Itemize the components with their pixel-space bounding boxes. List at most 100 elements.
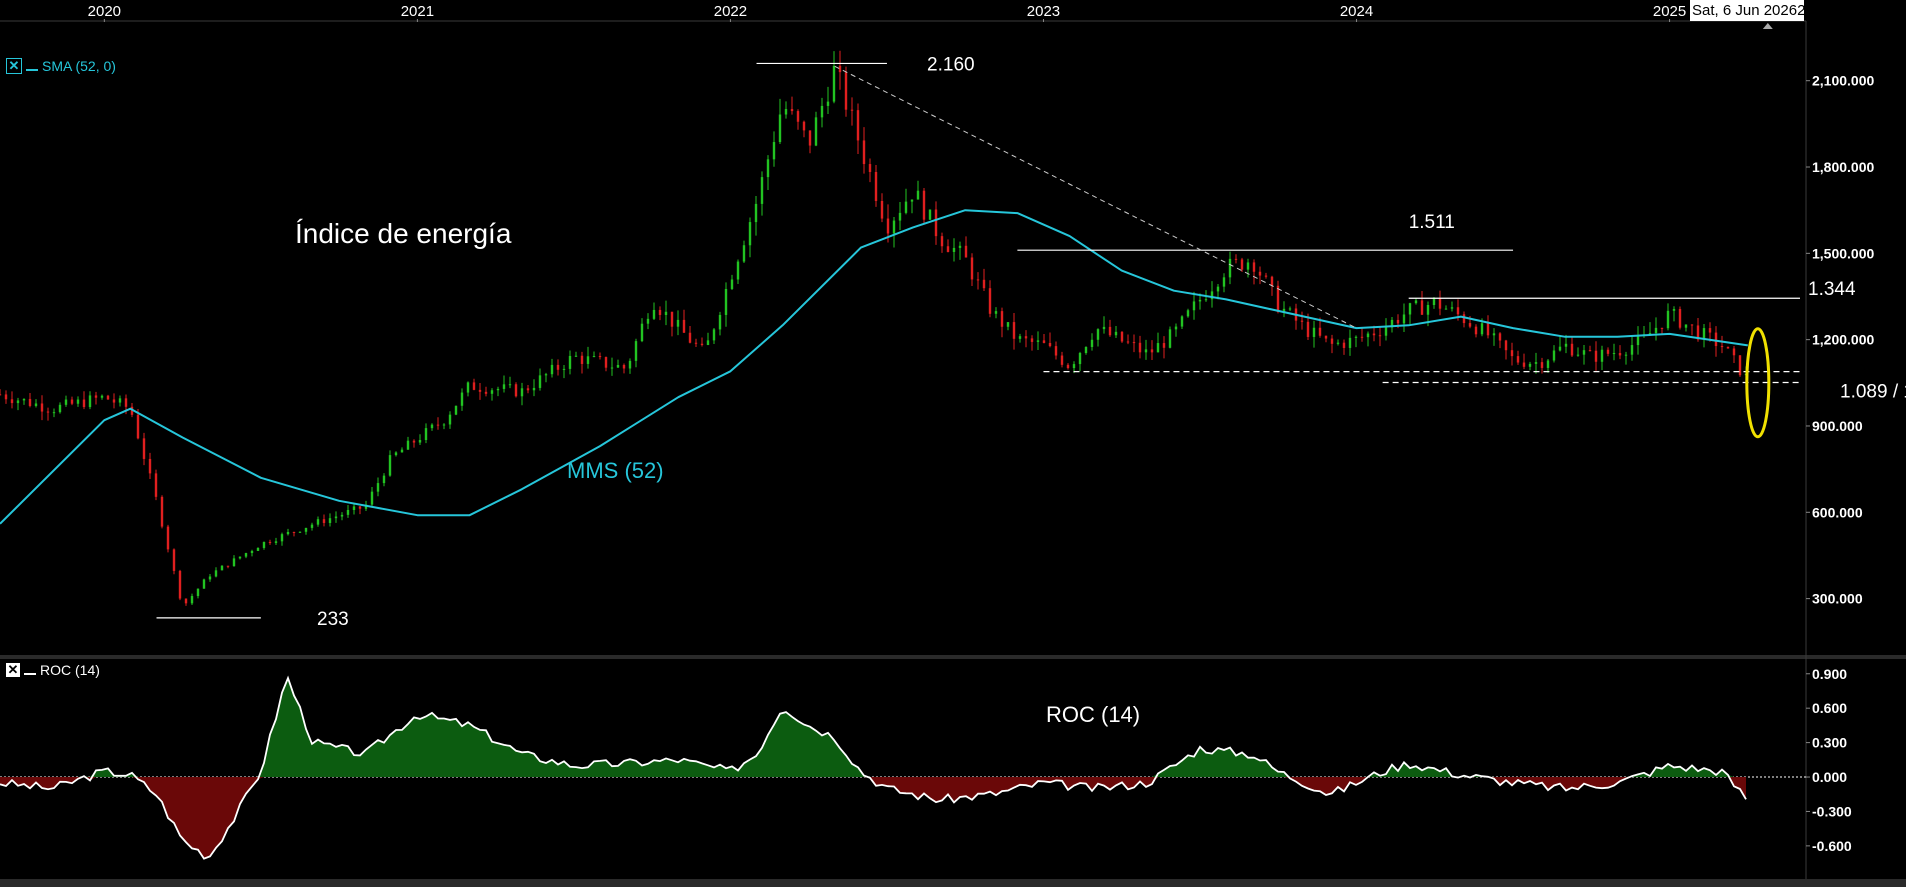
candle-body-up (202, 579, 206, 589)
candle-body-down (988, 288, 992, 314)
candle-body-down (856, 110, 860, 141)
candle-body-down (478, 389, 482, 392)
candle-body-up (1036, 340, 1040, 342)
candle-body-down (322, 519, 326, 523)
top-time-axis: 2020 2021 2022 2023 2024 2025 (0, 3, 1806, 22)
candle-body-up (544, 374, 548, 376)
candle-body-down (1708, 328, 1712, 333)
candle-body-up (1432, 298, 1436, 306)
candle-body-down (868, 164, 872, 172)
roc-swatch (24, 673, 36, 675)
candle-body-down (1012, 322, 1016, 339)
price-tick-label: 600.000 (1812, 504, 1863, 520)
candle-body-up (334, 516, 338, 519)
candle-body-up (754, 203, 758, 223)
candle-body-down (1126, 341, 1130, 343)
candle-body-up (904, 201, 908, 213)
candle-body-down (154, 473, 158, 497)
candle-body-up (652, 309, 656, 319)
candle-body-down (1318, 327, 1322, 336)
candle-body-up (34, 403, 38, 406)
roc-title: ROC (14) (1046, 702, 1140, 727)
candle-body-up (298, 531, 302, 533)
candle-body-up (1402, 314, 1406, 324)
candle-body-up (1684, 324, 1688, 328)
candle-body-up (376, 483, 380, 492)
candle-body-up (1564, 343, 1568, 347)
candle-body-up (706, 340, 710, 345)
candle-body-down (1342, 342, 1346, 348)
candle-body-down (1498, 333, 1502, 341)
candle-body-down (112, 399, 116, 403)
candle-body-up (304, 527, 308, 532)
candle-body-up (1408, 303, 1412, 315)
candle-body-down (1162, 343, 1166, 348)
candle-body-up (1480, 323, 1484, 335)
candle-body-up (1624, 354, 1628, 356)
year-tick-label: 2021 (401, 3, 434, 20)
candle-body-up (394, 452, 398, 456)
candle-body-down (130, 406, 134, 415)
candle-body-up (400, 449, 404, 453)
candle-body-down (4, 394, 8, 400)
candle-body-down (142, 438, 146, 459)
candle-body-up (64, 399, 68, 405)
candle-body-up (736, 261, 740, 280)
chart-title: Índice de energía (295, 218, 512, 249)
candle-body-up (826, 101, 830, 106)
sma-indicator-legend[interactable]: ✕ SMA (52, 0) (6, 58, 116, 74)
candle-body-down (886, 218, 890, 234)
candle-body-up (1600, 349, 1604, 362)
candle-body-down (1066, 364, 1070, 369)
candle-body-up (610, 367, 614, 369)
close-roc-icon[interactable]: ✕ (6, 662, 20, 677)
candle-body-up (22, 398, 26, 401)
candle-body-up (586, 356, 590, 364)
candle-body-down (178, 570, 182, 599)
candle-body-down (1024, 336, 1028, 339)
candle-body-down (604, 357, 608, 368)
candle-body-up (562, 368, 566, 370)
candle-body-up (892, 220, 896, 234)
roc-positive-area (0, 678, 1746, 778)
candle-body-up (1174, 326, 1178, 330)
candle-body-up (1492, 333, 1496, 336)
candle-body-down (526, 388, 530, 391)
candle-body-up (1246, 262, 1250, 270)
candle-body-up (1198, 299, 1202, 302)
year-tick-label: 2024 (1340, 3, 1373, 20)
candle-body-down (1060, 355, 1064, 365)
candle-body-down (148, 458, 152, 474)
candle-body-down (160, 496, 164, 527)
candle-body-up (1546, 360, 1550, 368)
candle-body-up (1648, 333, 1652, 335)
candle-body-down (1732, 348, 1736, 356)
candle-body-down (1570, 343, 1574, 356)
candle-body-up (1612, 353, 1616, 355)
candle-body-up (382, 475, 386, 484)
candle-body-down (172, 549, 176, 571)
candle-body-up (1216, 286, 1220, 292)
candle-body-down (940, 236, 944, 247)
price-tick-label: 900.000 (1812, 418, 1863, 434)
candle-body-up (766, 159, 770, 178)
candle-body-up (418, 440, 422, 443)
candle-body-up (898, 212, 902, 221)
candle-body-down (226, 565, 230, 567)
candle-body-up (496, 388, 500, 391)
candle-body-down (976, 279, 980, 281)
candle-body-up (952, 247, 956, 252)
candle-body-up (772, 142, 776, 160)
candle-body-up (460, 392, 464, 406)
candle-body-up (1582, 350, 1586, 355)
candle-body-down (880, 200, 884, 219)
candle-body-up (616, 365, 620, 368)
close-sma-icon[interactable]: ✕ (6, 58, 22, 74)
candle-body-up (592, 356, 596, 358)
candle-body-up (406, 440, 410, 450)
candle-body-up (1096, 329, 1100, 340)
candle-body-up (1666, 310, 1670, 329)
roc-indicator-legend[interactable]: ✕ ROC (14) (6, 662, 100, 678)
candle-body-up (1078, 352, 1082, 365)
candle-body-up (640, 323, 644, 342)
